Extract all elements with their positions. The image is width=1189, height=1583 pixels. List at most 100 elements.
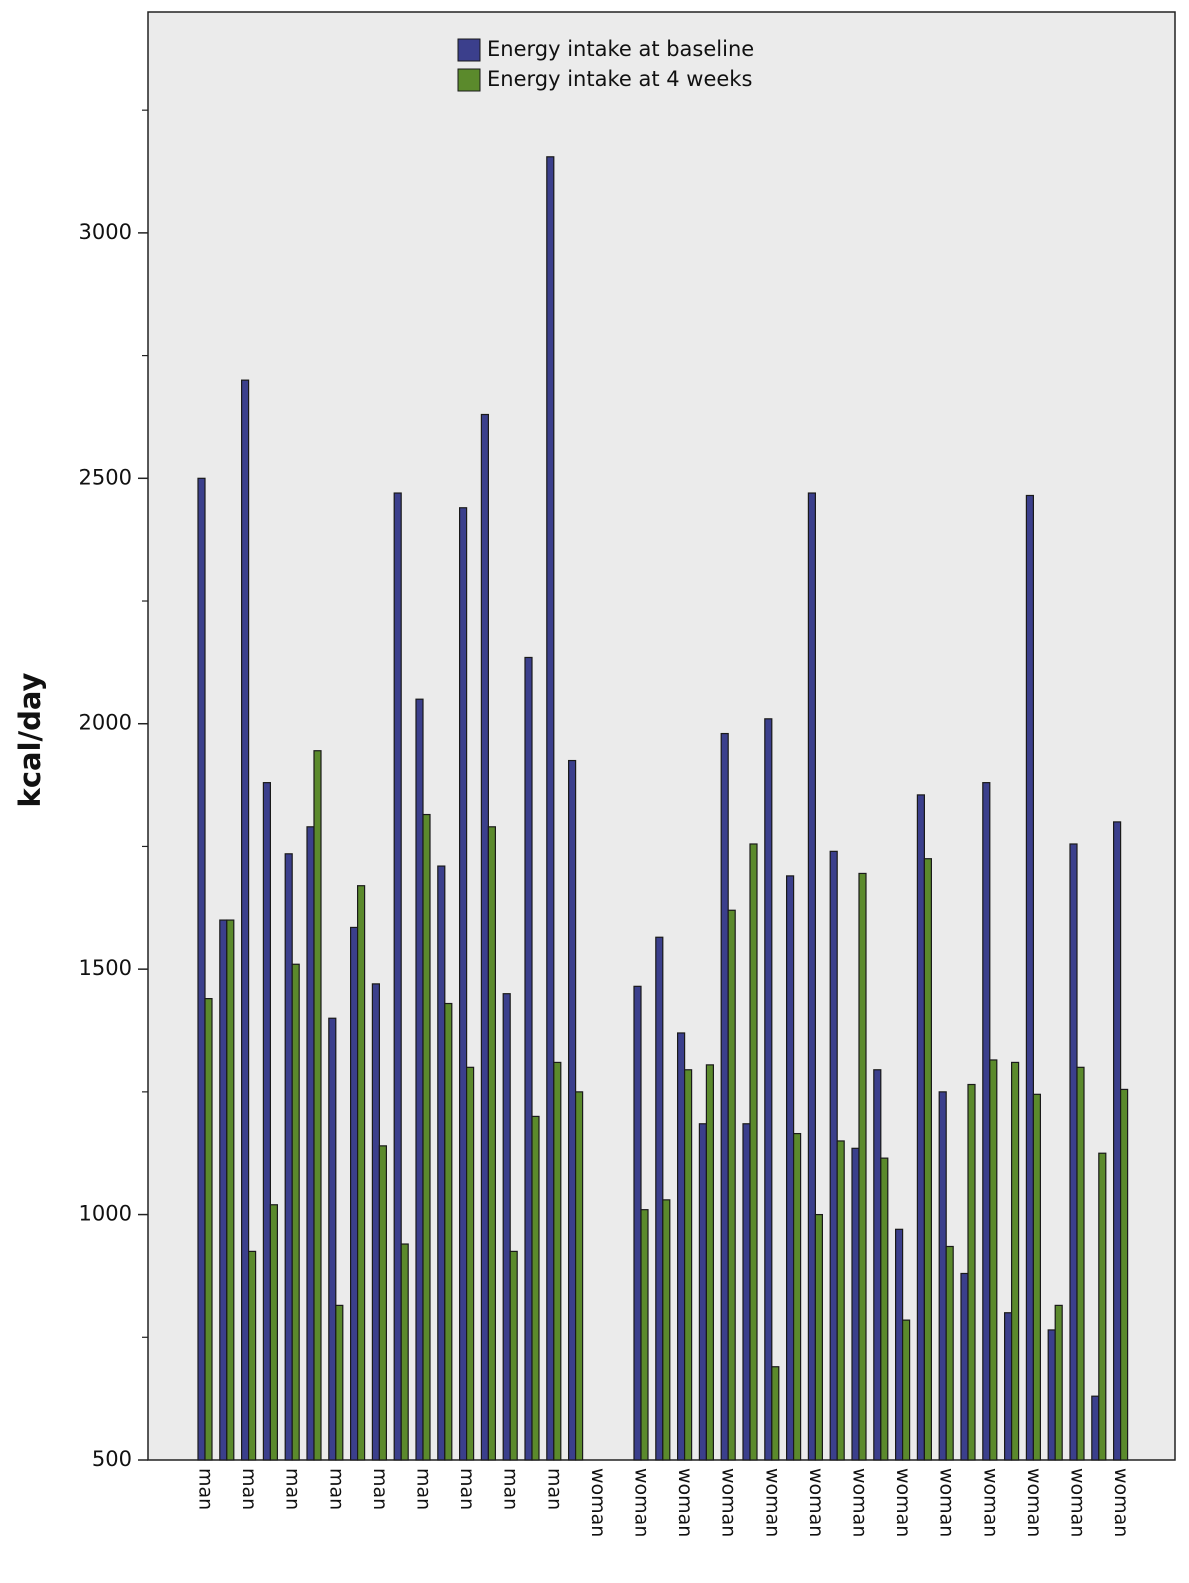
bar [749,843,758,1461]
bar [829,850,838,1461]
bar [1112,821,1122,1461]
y-tick-label: 1500 [79,956,132,980]
bar [1047,1329,1056,1461]
x-tick-label: woman [761,1468,783,1537]
bar [982,782,991,1461]
bar [858,872,867,1461]
x-tick-label: man [413,1468,435,1510]
bar [204,998,213,1461]
bar [509,1250,518,1461]
bar [792,1132,802,1461]
bar [1069,843,1078,1461]
bar [248,1250,257,1461]
x-tick-label: man [195,1468,217,1510]
y-tick-label: 3000 [79,220,132,244]
bar [916,794,926,1461]
x-tick-label: woman [718,1468,740,1537]
x-tick-label: woman [674,1468,696,1537]
bar [291,963,300,1461]
bar [785,875,795,1461]
bar [967,1083,976,1461]
bar [466,1066,475,1461]
x-tick-label: woman [1023,1468,1045,1537]
x-tick-label: man [238,1468,260,1510]
legend: Energy intake at baseline Energy intake a… [457,37,754,92]
bar [989,1059,998,1461]
bar [880,1157,889,1461]
x-tick-label: woman [587,1468,609,1537]
bar [531,1115,540,1461]
legend-label: Energy intake at 4 weeks [487,67,752,91]
x-tick-label: man [325,1468,347,1510]
x-tick-label: woman [805,1468,827,1537]
x-tick-label: man [543,1468,565,1510]
bar [371,983,380,1461]
bar [807,492,817,1461]
bar [1119,1088,1129,1461]
y-axis-label: kcal/day [13,672,47,807]
bar [284,853,293,1461]
bar [262,782,271,1461]
y-tick-label: 500 [92,1447,132,1471]
bar [487,826,496,1461]
bar [676,1032,686,1461]
bar [328,1017,337,1461]
bar [1098,1152,1107,1461]
x-tick-label: woman [631,1468,653,1537]
bar [480,413,489,1461]
bar [640,1209,649,1461]
bar [851,1147,860,1461]
bar [894,1228,904,1461]
bar [938,1091,947,1461]
bar [901,1319,911,1461]
bar [567,759,577,1461]
x-tick-label: man [369,1468,391,1510]
bar [241,379,250,1461]
bar [742,1123,751,1461]
bar [655,936,664,1461]
bar [960,1272,969,1461]
bar [633,985,642,1461]
bar [814,1213,824,1461]
x-tick-label: woman [849,1468,871,1537]
bar [1076,1066,1085,1461]
bar [662,1199,671,1461]
legend-swatch [457,38,481,62]
bar [1025,494,1035,1461]
x-tick-label: woman [936,1468,958,1537]
bar [574,1091,584,1461]
bar [437,865,446,1461]
bar [553,1061,562,1461]
bar [1054,1304,1063,1461]
bar [720,732,729,1461]
bar [269,1204,278,1461]
bar [197,477,206,1461]
bar [546,156,555,1461]
bar [1003,1312,1013,1461]
bar [705,1064,715,1461]
bar [502,993,511,1461]
bar [923,858,933,1461]
bar [764,718,773,1461]
bar [945,1245,954,1461]
bar [444,1002,453,1461]
bar [393,492,402,1461]
bar [1010,1061,1020,1461]
x-tick-label: man [500,1468,522,1510]
x-tick-label: woman [1110,1468,1132,1537]
bar [357,885,366,1461]
bar [771,1366,780,1461]
bar [727,909,736,1461]
y-tick-label: 2500 [79,465,132,489]
bar [873,1069,882,1461]
x-tick-label: woman [979,1468,1001,1537]
x-tick-label: woman [892,1468,914,1537]
bar [219,919,228,1461]
x-tick-label: man [456,1468,478,1510]
bar [335,1304,344,1461]
bar [836,1140,845,1461]
y-tick-label: 1000 [79,1202,132,1226]
bar [459,507,468,1461]
bar [350,926,359,1461]
